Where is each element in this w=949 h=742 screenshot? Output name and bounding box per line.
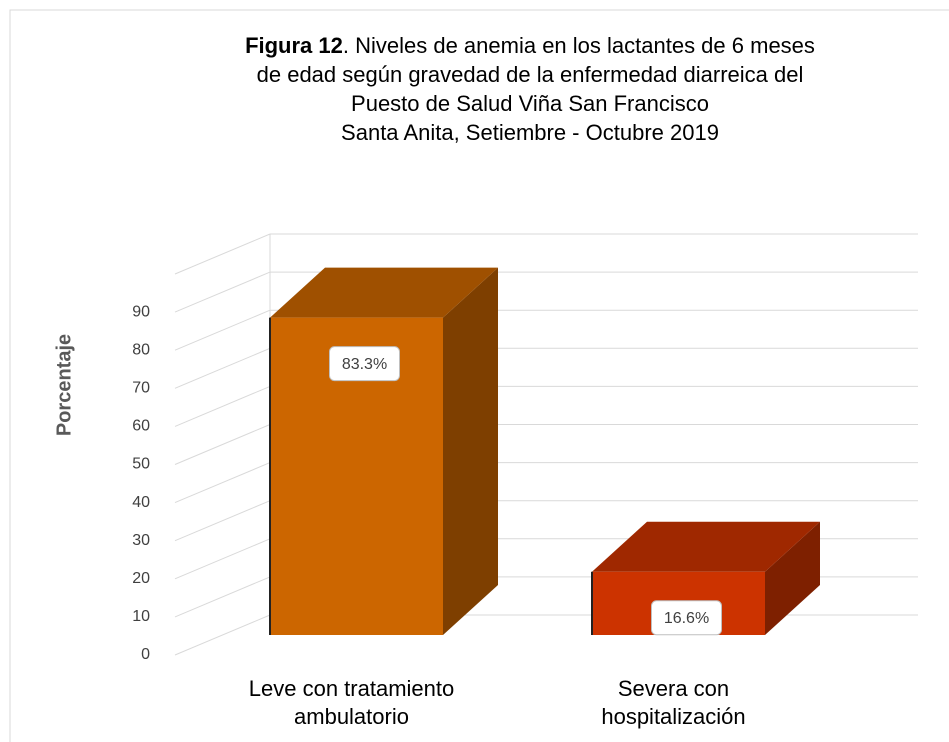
chart-title: Puesto de Salud Viña San Francisco [351, 91, 709, 116]
data-label: 16.6% [664, 610, 709, 627]
chart-title: de edad según gravedad de la enfermedad … [257, 62, 804, 87]
y-tick-label: 0 [141, 646, 150, 663]
y-tick-label: 70 [132, 380, 150, 397]
x-tick-line: Severa con [618, 676, 729, 701]
y-tick-label: 90 [132, 303, 150, 320]
grid-line [174, 309, 271, 351]
grid-line [174, 271, 271, 313]
chart-border [9, 9, 949, 742]
grid-line [174, 576, 271, 618]
y-axis-label: Porcentaje [53, 334, 75, 436]
y-tick-label: 50 [132, 456, 150, 473]
x-tick-line: ambulatorio [294, 704, 409, 729]
grid-line [174, 538, 271, 580]
x-tick-line: hospitalización [601, 704, 745, 729]
chart-title: Figura 12. Niveles de anemia en los lact… [245, 33, 815, 58]
data-label-box [329, 346, 400, 382]
y-tick-label: 30 [132, 532, 150, 549]
chart-title: Santa Anita, Setiembre - Octubre 2019 [341, 120, 719, 145]
bar-top [592, 521, 820, 572]
bar-side [443, 267, 498, 635]
grid-line [174, 424, 271, 465]
grid-line [174, 462, 271, 504]
x-tick-label: Leve con tratamiento ambulatorio [249, 676, 454, 729]
x-tick-label: Severa con hospitalización [601, 676, 745, 729]
y-tick-label: 80 [132, 341, 150, 358]
y-tick-label: 20 [132, 570, 150, 587]
data-label-box [651, 600, 722, 636]
grid-line [174, 385, 271, 427]
grid-line [174, 500, 271, 542]
y-tick-label: 10 [132, 608, 150, 625]
y-tick-label: 60 [132, 418, 150, 435]
x-tick-line: Leve con tratamiento [249, 676, 454, 701]
y-tick-label: 40 [132, 494, 150, 511]
data-label: 83.3% [342, 356, 387, 373]
grid-line [174, 614, 271, 656]
grid-line [174, 233, 271, 275]
title-line: . Niveles de anemia en los lactantes de … [343, 33, 815, 58]
title-prefix: Figura 12 [245, 33, 343, 58]
bar-top [270, 267, 498, 318]
grid-line [174, 347, 271, 389]
bar-side [765, 521, 820, 635]
